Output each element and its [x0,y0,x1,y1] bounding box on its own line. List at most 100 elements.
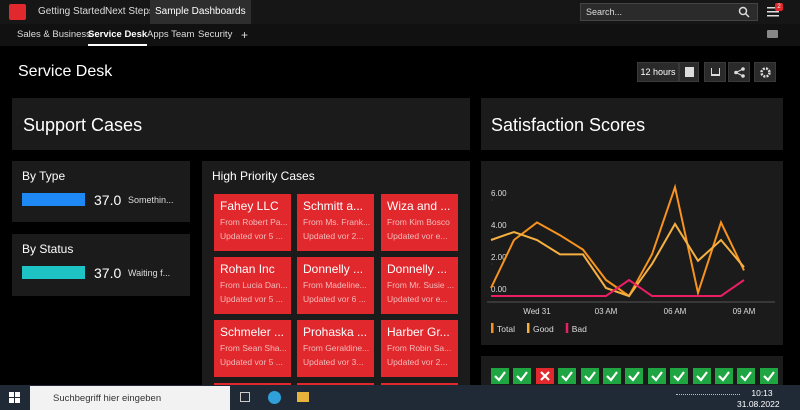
case-tile-partial [297,383,374,385]
taskbar-app[interactable] [297,392,309,402]
share-icon [734,67,745,78]
settings-button[interactable] [754,62,776,82]
sub-tab[interactable]: Sales & Business [17,29,91,40]
case-updated: Updated vor 2... [303,231,364,241]
check-mark [763,371,775,382]
legend-swatch [565,323,569,333]
check-mark [740,371,753,382]
case-tile[interactable]: Rohan Inc From Lucia Dan... Updated vor 5 … [214,257,291,314]
sub-tab[interactable]: Apps Team [147,29,195,40]
excel-button[interactable] [679,62,699,82]
x-tick-label: 03 AM [595,307,618,316]
status-value: 37.0 [94,265,122,281]
sub-tab-active[interactable]: Service Desk [88,24,148,46]
nav-tab-active[interactable]: Sample Dashboards [150,0,251,24]
ok-icon [513,368,532,384]
panel-title: Support Cases [23,115,143,135]
sub-nav-bar [0,24,800,46]
case-updated: Updated vor 6 ... [303,294,366,304]
case-name: Donnelly ... [303,262,364,276]
series-line [491,278,745,297]
card-title: By Type [22,169,66,183]
case-from: From Robin Sa... [387,343,452,353]
case-tile-partial [381,383,458,385]
check-mark [673,371,686,382]
folder-icon[interactable] [767,30,778,38]
case-tile[interactable]: Fahey LLC From Robert Pa... Updated vor 5 … [214,194,291,251]
sub-tab[interactable]: Security [198,29,233,40]
type-category: Somethin... [128,195,174,205]
nav-tab[interactable]: Next Steps [105,6,154,17]
case-tile[interactable]: Prohaska ... From Geraldine... Updated vor… [297,320,374,377]
y-tick-label: 2.00 [491,253,507,262]
notification-badge: 2 [775,3,783,11]
check-mark [695,371,708,382]
case-tile[interactable]: Harber Gr... From Robin Sa... Updated vor … [381,320,458,377]
check-mark [651,371,663,382]
by-type-card [12,161,190,222]
case-tile[interactable]: Schmeler ... From Sean Sha... Updated vor … [214,320,291,377]
legend-swatch [491,323,494,333]
status-bar [22,266,85,279]
clock-time: 10:13 [751,388,773,398]
download-button[interactable] [704,62,726,82]
page-title: Service Desk [18,63,113,80]
ok-icon [625,368,644,384]
search-box[interactable] [580,3,758,21]
case-tile[interactable]: Donnelly ... From Mr. Susie ... Updated vo… [381,257,458,314]
case-from: From Sean Sha... [220,343,287,353]
case-tile[interactable]: Wiza and ... From Kim Bosco Updated vor e.… [381,194,458,251]
x-mark [540,371,550,381]
case-tile[interactable]: Schmitt a... From Ms. Frank... Updated vor… [297,194,374,251]
taskbar-app[interactable] [240,392,250,402]
case-updated: Updated vor 5 ... [220,294,283,304]
logo[interactable] [9,4,26,20]
series-line [490,183,745,298]
by-status-card [12,234,190,296]
check-mark [561,371,574,382]
windows-icon[interactable] [9,392,20,403]
fail-icon [535,368,554,384]
case-name: Prohaska ... [303,325,368,339]
y-tick-label: 6.00 [491,189,507,198]
status-category: Waiting f... [128,268,171,278]
taskbar-search-text: Suchbegriff hier eingeben [53,393,162,404]
taskbar-app[interactable] [268,391,281,404]
clock-date: 31.08.2022 [737,399,780,409]
check-mark [628,371,641,382]
ok-icon [737,368,756,384]
case-from: From Madeline... [303,280,367,290]
share-button[interactable] [728,62,750,82]
settings-icon [760,67,771,78]
y-tick-label: 4.00 [491,221,507,230]
case-name: Rohan Inc [220,262,275,276]
case-from: From Kim Bosco [387,217,450,227]
add-tab[interactable]: + [241,28,249,42]
case-from: From Ms. Frank... [303,217,371,227]
legend-label: Good [533,324,554,334]
x-tick-label: 09 AM [733,307,756,316]
case-name: Donnelly ... [387,262,448,276]
card-title: By Status [22,242,74,256]
legend-label: Total [497,324,515,334]
check-mark [583,371,596,382]
menu-icon[interactable] [767,7,779,17]
download-icon [711,68,720,76]
time-range-button[interactable]: 12 hours [637,62,679,82]
taskbar-search[interactable] [30,386,230,410]
satisfaction-panel [481,98,783,150]
check-mark [516,371,529,382]
nav-tab[interactable]: Getting Started [38,6,106,17]
ok-icon [670,368,689,384]
search-icon[interactable] [738,6,750,18]
case-from: From Mr. Susie ... [387,280,455,290]
x-tick-label: Wed 31 [523,307,551,316]
case-updated: Updated vor 2... [387,357,448,367]
ok-icon [692,368,711,384]
case-tile[interactable]: Donnelly ... From Madeline... Updated vor … [297,257,374,314]
case-name: Wiza and ... [387,199,451,213]
ok-icon [580,368,599,384]
search-placeholder: Search... [586,7,623,17]
y-tick-label: 0.00 [491,285,507,294]
